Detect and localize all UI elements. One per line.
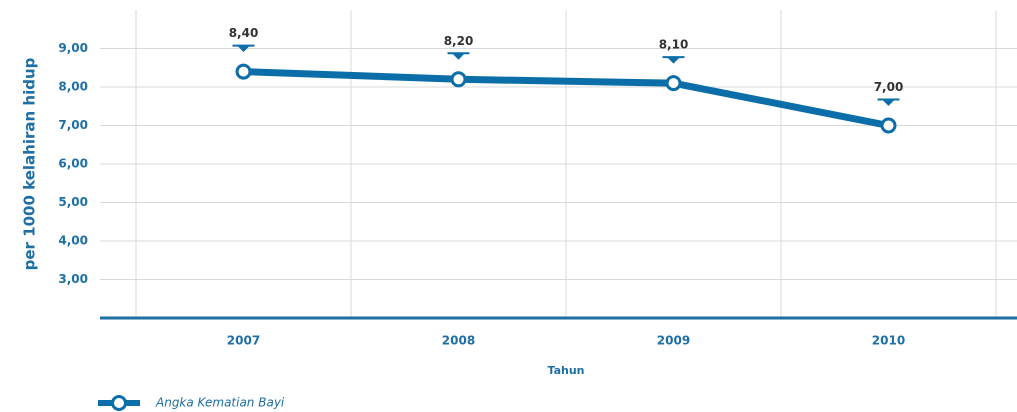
- y-tick-label: 4,00: [58, 234, 88, 248]
- x-tick-label: 2010: [872, 334, 905, 348]
- value-label: 8,10: [659, 38, 689, 52]
- y-tick-label: 5,00: [58, 195, 88, 209]
- point: [880, 117, 897, 134]
- point: [665, 75, 682, 92]
- label-pointer: [232, 44, 255, 53]
- series-line: [243, 68, 890, 129]
- y-tick-label: 3,00: [58, 272, 88, 286]
- legend-marker: [111, 395, 127, 411]
- point: [235, 63, 252, 80]
- label-pointer: [662, 56, 685, 64]
- x-tick-label: 2007: [227, 334, 260, 348]
- y-tick-label: 9,00: [58, 41, 88, 55]
- y-axis-label: per 1000 kelahiran hidup: [21, 57, 39, 270]
- y-tick-label: 8,00: [58, 80, 88, 94]
- y-tick-label: 7,00: [58, 118, 88, 132]
- y-tick-label: 6,00: [58, 157, 88, 171]
- legend-label: Angka Kematian Bayi: [155, 396, 285, 410]
- x-tick-label: 2009: [657, 334, 690, 348]
- point: [450, 71, 467, 88]
- value-label: 7,00: [874, 80, 904, 94]
- x-axis-label: Tahun: [547, 364, 584, 377]
- label-pointer: [447, 52, 470, 60]
- value-label: 8,20: [444, 34, 474, 48]
- label-pointer: [877, 98, 900, 106]
- x-tick-label: 2008: [442, 334, 475, 348]
- value-label: 8,40: [229, 26, 259, 40]
